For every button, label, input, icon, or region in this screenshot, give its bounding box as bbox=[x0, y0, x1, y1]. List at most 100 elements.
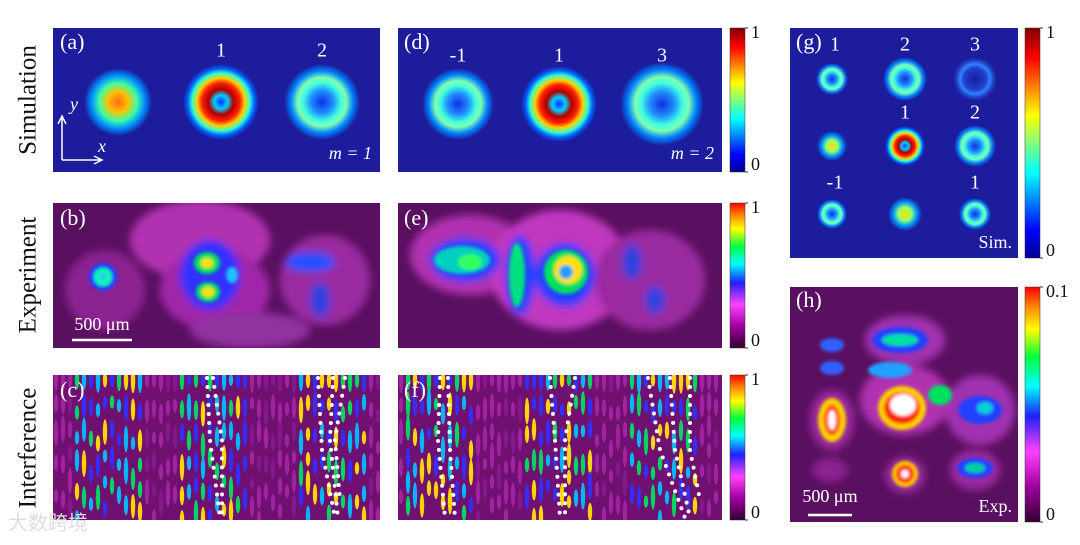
fringe bbox=[489, 496, 495, 514]
colorbar-tick-label: 0 bbox=[1046, 240, 1055, 260]
scale-label: 500 μm bbox=[802, 486, 857, 506]
fringe bbox=[354, 494, 360, 510]
fringe bbox=[151, 509, 157, 520]
panel-label: (h) bbox=[796, 287, 822, 312]
fringe bbox=[538, 394, 544, 418]
fringe bbox=[559, 427, 565, 443]
fringe bbox=[699, 375, 705, 393]
fringe bbox=[405, 415, 411, 441]
mode-label: m = 1 bbox=[329, 143, 372, 163]
beam-ring bbox=[816, 63, 848, 95]
fringe bbox=[326, 450, 332, 473]
fringe bbox=[74, 448, 80, 472]
fringe bbox=[426, 427, 432, 440]
fringe bbox=[291, 421, 297, 442]
fringe bbox=[538, 477, 544, 503]
blob bbox=[928, 385, 952, 405]
fringe bbox=[622, 375, 628, 387]
colorbar-tick-label: 1 bbox=[751, 22, 760, 42]
fringe bbox=[636, 429, 642, 448]
fringe bbox=[193, 423, 199, 444]
fringe bbox=[615, 375, 621, 391]
phase-dots bbox=[688, 376, 702, 502]
fringe bbox=[503, 479, 509, 506]
blob bbox=[828, 410, 836, 430]
fringe bbox=[468, 459, 474, 486]
fringe bbox=[298, 396, 304, 424]
fringe bbox=[573, 489, 579, 507]
fringe bbox=[601, 506, 607, 520]
fringe bbox=[454, 480, 460, 502]
blobs bbox=[434, 243, 588, 307]
phase-dots bbox=[646, 376, 687, 520]
blob bbox=[595, 230, 705, 330]
fringe bbox=[361, 375, 367, 393]
fringe bbox=[200, 482, 206, 501]
fringe bbox=[214, 426, 220, 447]
blob bbox=[190, 312, 310, 348]
fringe bbox=[531, 418, 537, 441]
order-label: 1 bbox=[554, 45, 564, 67]
fringe bbox=[664, 375, 670, 390]
fringe bbox=[347, 400, 353, 416]
fringe bbox=[242, 418, 248, 447]
fringe bbox=[368, 499, 374, 520]
fringe bbox=[405, 470, 411, 494]
fringe bbox=[419, 458, 425, 484]
phase-dots bbox=[316, 376, 337, 520]
fringe bbox=[102, 396, 108, 409]
fringe bbox=[228, 375, 234, 386]
fringe bbox=[622, 421, 628, 438]
fringe bbox=[510, 455, 516, 474]
fringe bbox=[116, 486, 122, 505]
watermark: 大数跨境 bbox=[8, 512, 88, 535]
fringe bbox=[629, 452, 635, 467]
fringe bbox=[221, 375, 227, 391]
fringe bbox=[235, 432, 241, 451]
fringe bbox=[643, 427, 649, 456]
fringe bbox=[81, 486, 87, 509]
fringe bbox=[326, 504, 332, 520]
fringe bbox=[354, 422, 360, 450]
panel-note: Sim. bbox=[978, 232, 1012, 252]
fringe bbox=[496, 494, 502, 510]
blob bbox=[812, 458, 848, 482]
fringe bbox=[489, 375, 495, 387]
fringe bbox=[706, 375, 712, 391]
fringe bbox=[263, 483, 269, 501]
fringe bbox=[228, 476, 234, 501]
fringe bbox=[284, 484, 290, 498]
fringe bbox=[475, 456, 481, 481]
fringe bbox=[151, 483, 157, 498]
fringe bbox=[559, 445, 565, 473]
blob bbox=[965, 463, 985, 473]
fringe bbox=[207, 484, 213, 502]
beam-ring bbox=[817, 199, 847, 229]
fringe bbox=[496, 432, 502, 457]
fringe bbox=[88, 375, 94, 389]
order-label: 2 bbox=[317, 40, 327, 62]
beam-ring bbox=[521, 66, 597, 142]
fringe bbox=[517, 460, 523, 485]
fringe bbox=[419, 428, 425, 454]
fringe bbox=[53, 489, 59, 503]
fringe bbox=[375, 441, 380, 455]
beam-ring bbox=[183, 64, 259, 140]
fringe bbox=[193, 476, 199, 494]
fringe bbox=[426, 452, 432, 475]
order-label: 2 bbox=[970, 102, 980, 124]
fringe bbox=[158, 403, 164, 425]
fringe bbox=[340, 494, 346, 509]
fringe bbox=[552, 487, 558, 501]
blob bbox=[868, 362, 912, 378]
fringe bbox=[291, 469, 297, 493]
fringe bbox=[587, 502, 593, 520]
fringe bbox=[678, 447, 684, 474]
fringe bbox=[524, 397, 530, 425]
fringe bbox=[172, 375, 178, 392]
fringe bbox=[74, 510, 80, 520]
order-label: 3 bbox=[657, 45, 667, 67]
fringe bbox=[580, 453, 586, 476]
fringe bbox=[622, 445, 628, 468]
fringe bbox=[74, 405, 80, 420]
